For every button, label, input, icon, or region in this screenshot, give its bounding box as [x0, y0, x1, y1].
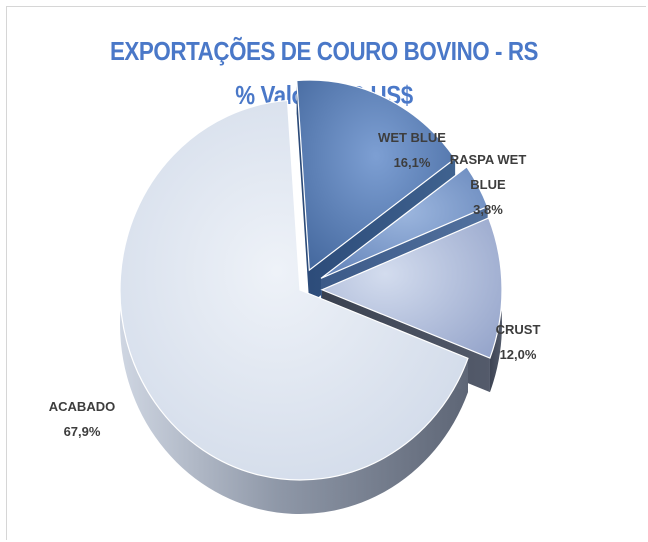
pie-slice-top-acabado: [119, 99, 469, 481]
pie-slices: [119, 79, 503, 514]
pie-slice-crust: [320, 217, 503, 393]
data-label-raspa-wet-blue: RASPA WET BLUE 3,8%: [450, 152, 527, 217]
chart-title: EXPORTAÇÕES DE COURO BOVINO - RS: [109, 36, 539, 66]
pie-slice-top-crust: [320, 217, 503, 359]
pie-labels: WET BLUE 16,1% RASPA WET BLUE 3,8% CRUST 12,0%…: [49, 130, 541, 439]
chart-frame: [6, 6, 646, 540]
pie-slice-top-raspa-wet-blue: [320, 166, 489, 279]
data-label-wet-blue: WET BLUE 16,1%: [378, 130, 446, 170]
pie-slice-wet-blue: [296, 79, 456, 305]
pie-slice-acabado: [119, 99, 469, 514]
data-label-crust: CRUST 12,0%: [496, 322, 541, 362]
pie-slice-edge-wet-blue: [296, 80, 456, 305]
pie-slice-top-wet-blue: [296, 79, 456, 272]
data-label-acabado: ACABADO 67,9%: [49, 399, 115, 439]
